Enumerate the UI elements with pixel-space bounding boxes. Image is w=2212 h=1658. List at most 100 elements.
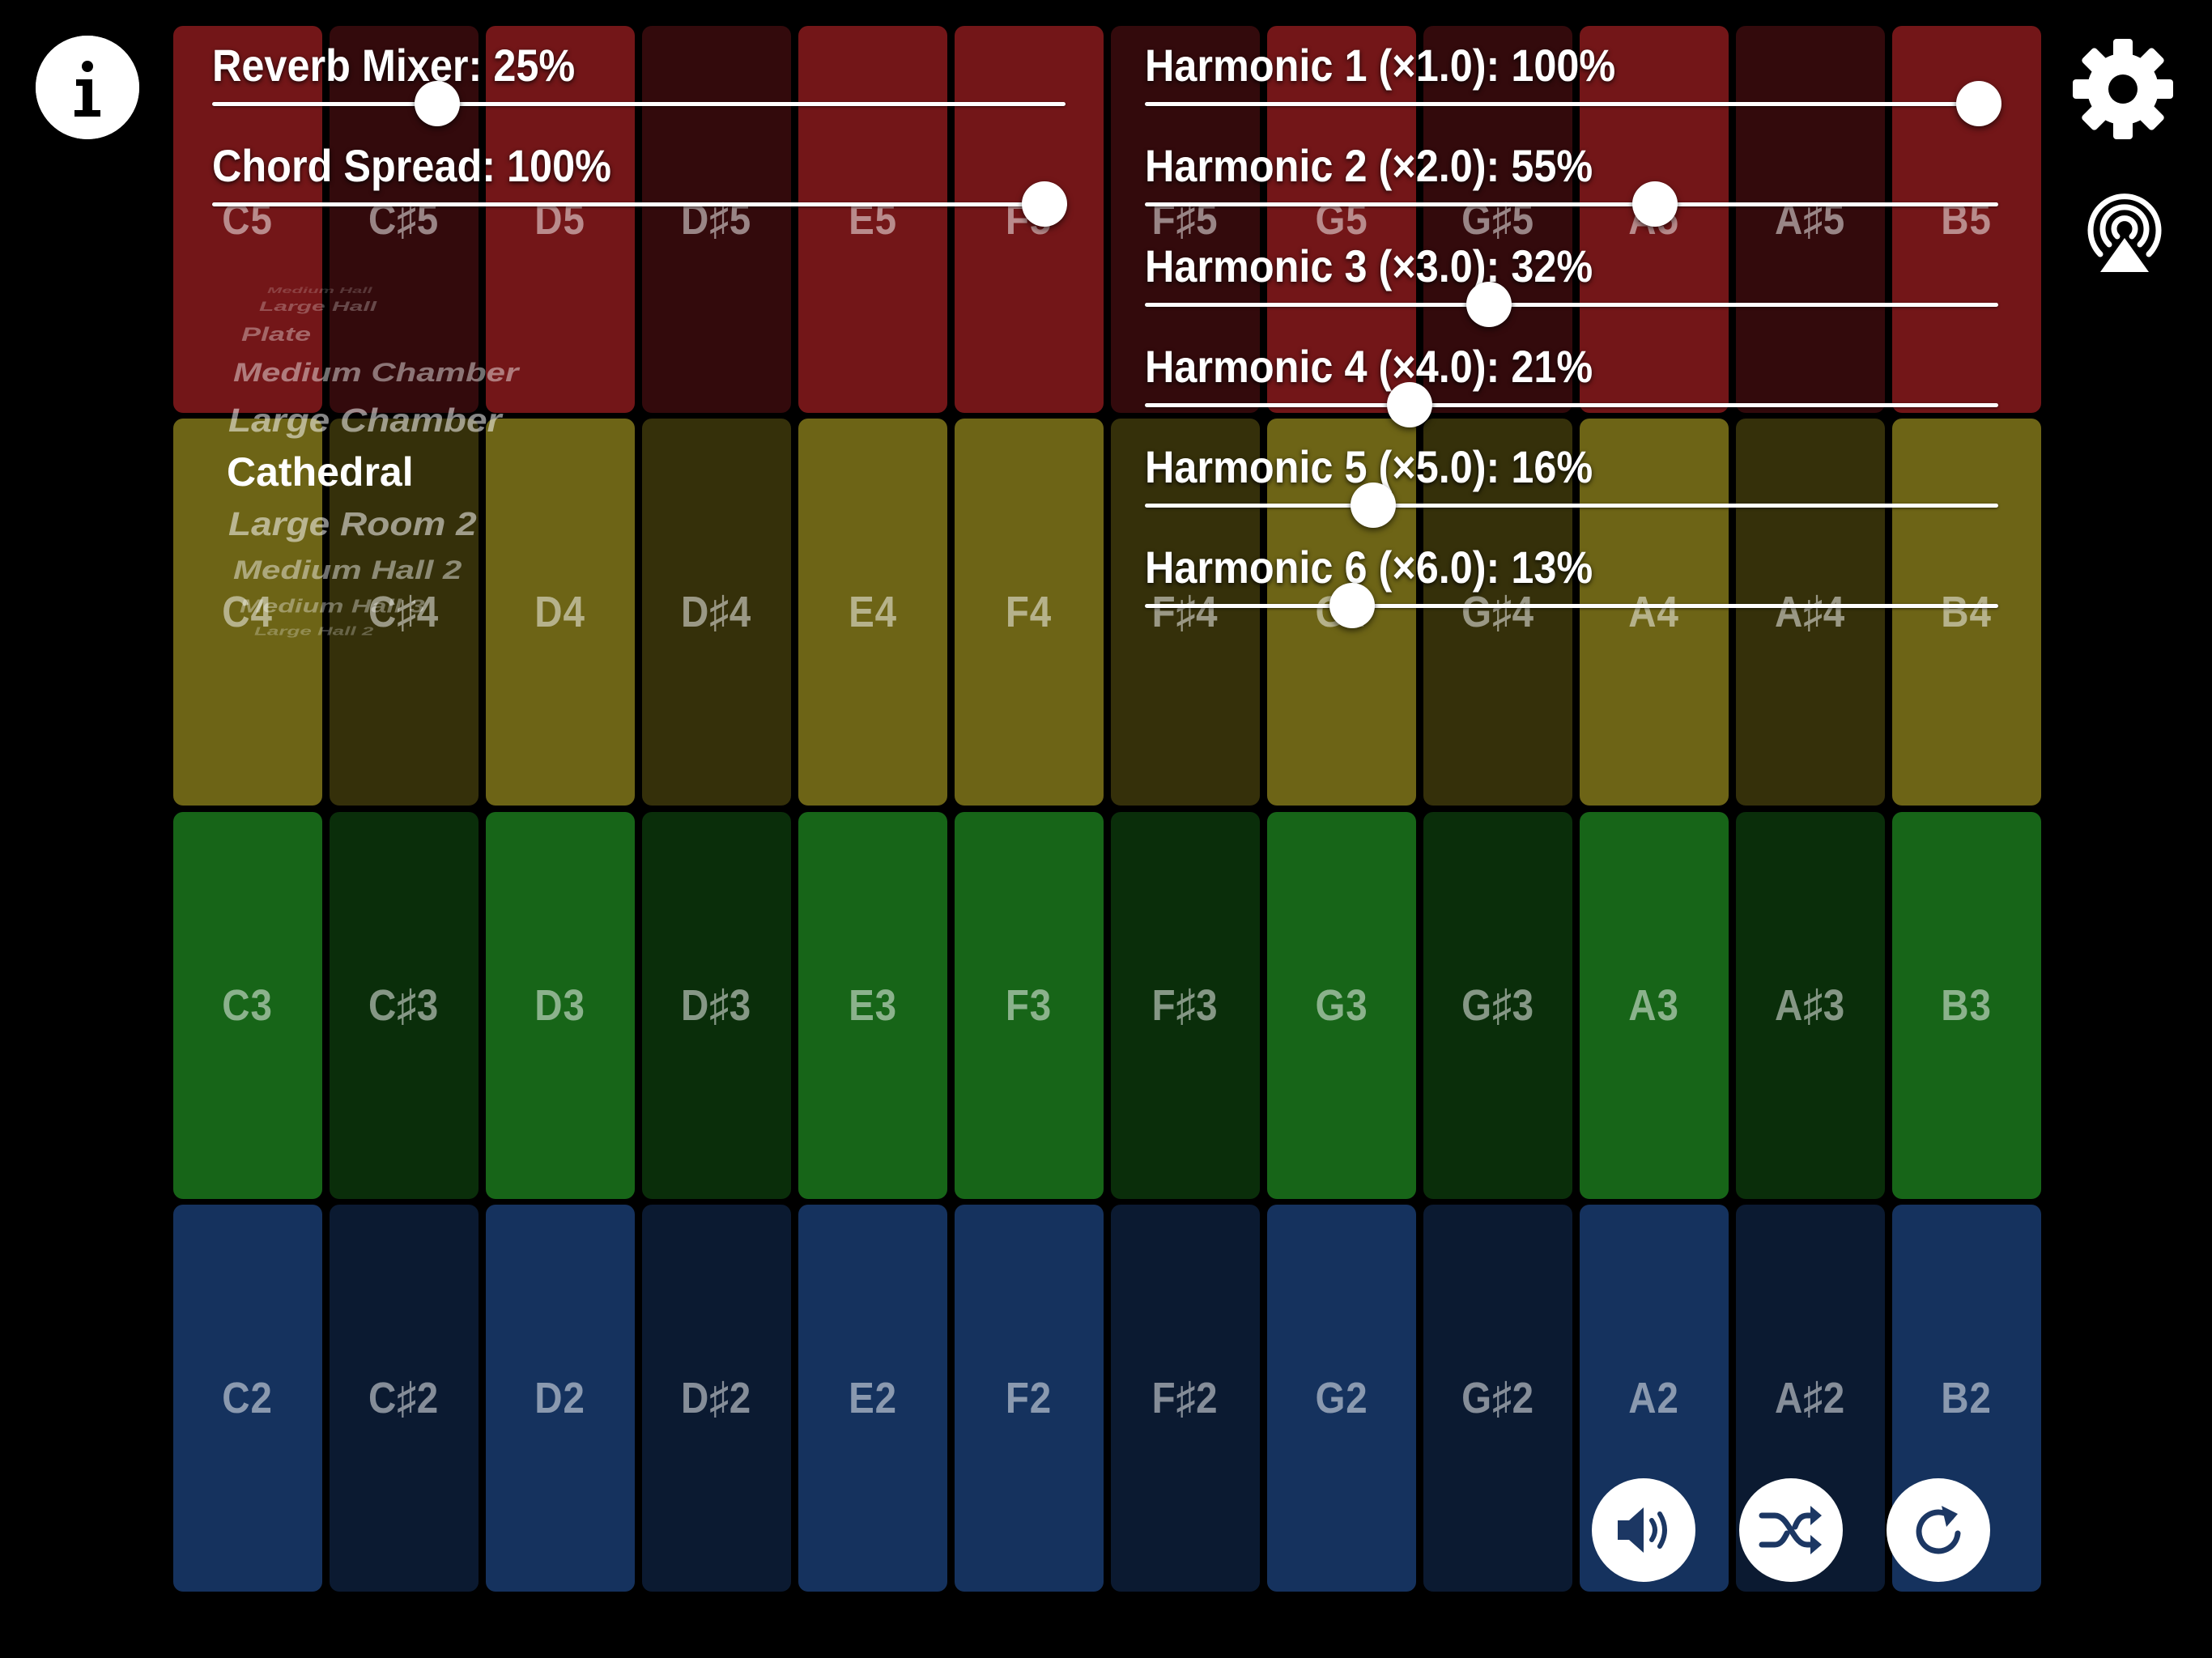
- key-a-sharp-3[interactable]: A♯3: [1736, 812, 1885, 1199]
- key-e5[interactable]: E5: [798, 26, 947, 413]
- shuffle-button[interactable]: [1739, 1478, 1843, 1582]
- key-label: B3: [1941, 981, 1993, 1030]
- key-label: B4: [1941, 588, 1993, 636]
- key-d-sharp-2[interactable]: D♯2: [642, 1205, 791, 1592]
- reverb-preset-picker[interactable]: Medium Hall Large Hall Plate Medium Chamber…: [227, 275, 648, 648]
- key-label: E3: [849, 981, 897, 1030]
- key-label: G2: [1315, 1374, 1368, 1422]
- reverb-preset-item[interactable]: Large Hall 2: [254, 623, 374, 638]
- key-g-sharp-2[interactable]: G♯2: [1423, 1205, 1572, 1592]
- reverb-mixer-slider-thumb[interactable]: [415, 81, 460, 126]
- harmonic-5-slider-thumb[interactable]: [1351, 483, 1397, 528]
- key-label: A♯4: [1775, 588, 1846, 636]
- key-b4[interactable]: B4: [1892, 419, 2041, 806]
- info-button[interactable]: [36, 36, 139, 139]
- key-c-sharp-2[interactable]: C♯2: [330, 1205, 479, 1592]
- harmonic-5-slider-track[interactable]: [1145, 504, 1998, 508]
- key-label: C2: [222, 1374, 274, 1422]
- reverb-preset-item[interactable]: Medium Hall 3: [240, 596, 425, 617]
- key-a-sharp-4[interactable]: A♯4: [1736, 419, 1885, 806]
- key-label: C♯4: [368, 588, 440, 636]
- key-label: D4: [534, 588, 586, 636]
- key-c-sharp-3[interactable]: C♯3: [330, 812, 479, 1199]
- harmonic-4-slider-thumb[interactable]: [1386, 382, 1432, 427]
- volume-button[interactable]: [1592, 1478, 1695, 1582]
- key-d-sharp-5[interactable]: D♯5: [642, 26, 791, 413]
- reverb-preset-item[interactable]: Medium Chamber: [233, 357, 519, 387]
- key-label: D♯2: [681, 1374, 752, 1422]
- key-c-sharp-4[interactable]: C♯4: [330, 419, 479, 806]
- key-label: C3: [222, 981, 274, 1030]
- reverb-preset-item[interactable]: Cathedral: [227, 449, 414, 495]
- key-label: A♯2: [1775, 1374, 1846, 1422]
- key-f-sharp-4[interactable]: F♯4: [1111, 419, 1260, 806]
- chord-spread-slider-track[interactable]: [212, 202, 1066, 206]
- key-label: D♯3: [681, 981, 752, 1030]
- harmonic-1-slider-track[interactable]: [1145, 102, 1998, 106]
- key-f-sharp-2[interactable]: F♯2: [1111, 1205, 1260, 1592]
- harmonic-1-slider-thumb[interactable]: [1956, 81, 2001, 126]
- key-g-sharp-5[interactable]: G♯5: [1423, 26, 1572, 413]
- key-c2[interactable]: C2: [173, 1205, 322, 1592]
- reverb-mixer-slider-label: Reverb Mixer: 25%: [212, 40, 576, 91]
- key-d-sharp-3[interactable]: D♯3: [642, 812, 791, 1199]
- gear-icon: [2073, 39, 2173, 139]
- reverb-preset-item[interactable]: Large Chamber: [228, 401, 502, 440]
- harmonic-4-slider-track[interactable]: [1145, 403, 1998, 407]
- reverb-mixer-slider-track[interactable]: [212, 102, 1066, 106]
- key-label: F♯4: [1152, 588, 1219, 636]
- key-label: E2: [849, 1374, 897, 1422]
- key-d3[interactable]: D3: [486, 812, 635, 1199]
- harmonic-3-slider-thumb[interactable]: [1465, 282, 1512, 327]
- key-g-sharp-3[interactable]: G♯3: [1423, 812, 1572, 1199]
- harmonic-2-slider-track[interactable]: [1145, 202, 1998, 206]
- key-c3[interactable]: C3: [173, 812, 322, 1199]
- key-label: A2: [1628, 1374, 1680, 1422]
- key-d4[interactable]: D4: [486, 419, 635, 806]
- key-f-sharp-3[interactable]: F♯3: [1111, 812, 1260, 1199]
- harmonic-6-slider-label: Harmonic 6 (×6.0): 13%: [1145, 542, 1593, 593]
- harmonic-3-slider-track[interactable]: [1145, 303, 1998, 307]
- reverb-preset-item[interactable]: Medium Hall: [267, 286, 372, 295]
- chord-spread-slider-thumb[interactable]: [1022, 181, 1067, 227]
- key-e4[interactable]: E4: [798, 419, 947, 806]
- harmonic-6-slider-track[interactable]: [1145, 604, 1998, 608]
- key-g2[interactable]: G2: [1267, 1205, 1416, 1592]
- harmonic-6-slider-thumb[interactable]: [1329, 583, 1375, 628]
- reverb-preset-item[interactable]: Plate: [241, 322, 312, 346]
- key-b3[interactable]: B3: [1892, 812, 2041, 1199]
- key-c4[interactable]: C4: [173, 419, 322, 806]
- key-f3[interactable]: F3: [955, 812, 1104, 1199]
- key-a4[interactable]: A4: [1580, 419, 1729, 806]
- key-f-sharp-5[interactable]: F♯5: [1111, 26, 1260, 413]
- key-label: B2: [1941, 1374, 1993, 1422]
- airplay-button[interactable]: [2082, 191, 2167, 275]
- key-label: A3: [1628, 981, 1680, 1030]
- key-d2[interactable]: D2: [486, 1205, 635, 1592]
- key-g-sharp-4[interactable]: G♯4: [1423, 419, 1572, 806]
- reverb-preset-item[interactable]: Large Hall: [259, 299, 377, 314]
- key-f2[interactable]: F2: [955, 1205, 1104, 1592]
- harmonic-4-slider: Harmonic 4 (×4.0): 21%: [1145, 340, 1998, 437]
- key-label: C4: [222, 588, 274, 636]
- key-g3[interactable]: G3: [1267, 812, 1416, 1199]
- reverb-preset-item[interactable]: Medium Hall 2: [233, 555, 462, 585]
- key-a3[interactable]: A3: [1580, 812, 1729, 1199]
- key-g5[interactable]: G5: [1267, 26, 1416, 413]
- key-e3[interactable]: E3: [798, 812, 947, 1199]
- key-label: D♯4: [681, 588, 752, 636]
- reverb-preset-item[interactable]: Large Room 2: [228, 504, 477, 543]
- key-label: C♯3: [368, 981, 440, 1030]
- key-f4[interactable]: F4: [955, 419, 1104, 806]
- key-label: G3: [1315, 981, 1368, 1030]
- harmonic-5-slider: Harmonic 5 (×5.0): 16%: [1145, 440, 1998, 538]
- settings-button[interactable]: [2069, 36, 2176, 142]
- key-e2[interactable]: E2: [798, 1205, 947, 1592]
- key-d5[interactable]: D5: [486, 26, 635, 413]
- reset-button[interactable]: [1887, 1478, 1990, 1582]
- harmonic-2-slider-thumb[interactable]: [1631, 181, 1678, 227]
- key-d-sharp-4[interactable]: D♯4: [642, 419, 791, 806]
- rotate-icon: [1916, 1506, 1961, 1554]
- key-label: E4: [849, 588, 897, 636]
